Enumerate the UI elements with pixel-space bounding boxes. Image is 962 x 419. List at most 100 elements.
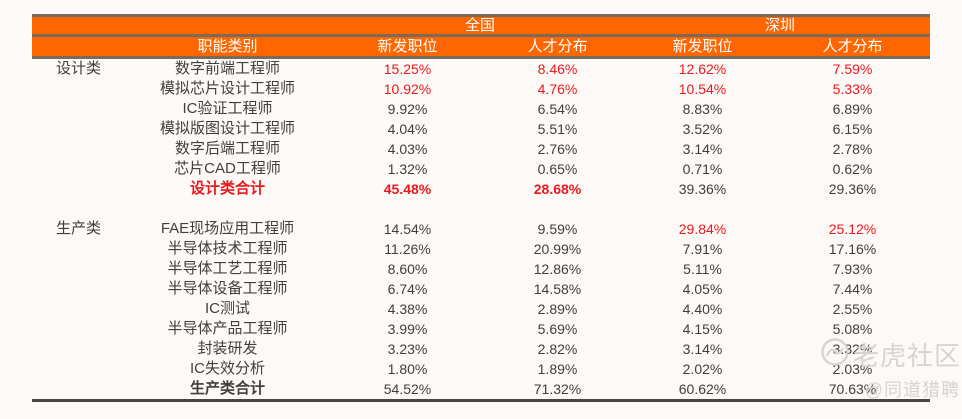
- value-cell: 12.86%: [533, 261, 582, 277]
- value-cell: 2.02%: [682, 361, 723, 377]
- value-cell: 28.68%: [533, 181, 582, 197]
- job-title: 设计类合计: [189, 180, 265, 197]
- value-cell: 9.59%: [537, 221, 578, 237]
- table-row: 半导体设备工程师 6.74% 14.58% 4.05% 7.44%: [32, 279, 930, 299]
- value-cell: 15.25%: [383, 61, 432, 77]
- table-row: 设计类合计 45.48% 28.68% 39.36% 29.36%: [32, 179, 930, 199]
- category-group-label: [32, 359, 125, 379]
- category-group-label: [32, 159, 125, 179]
- category-group-label: [32, 299, 125, 319]
- value-cell: 17.16%: [828, 241, 877, 257]
- category-group-label: [32, 279, 125, 299]
- table-row: 模拟版图设计工程师 4.04% 5.51% 3.52% 6.15%: [32, 119, 930, 139]
- table-row: 封装研发 3.23% 2.82% 3.14% 3.32%: [32, 339, 930, 359]
- value-cell: 2.03%: [832, 361, 873, 377]
- value-cell: 54.52%: [383, 381, 432, 397]
- watermark-brand-row: 老虎社区: [820, 336, 960, 373]
- value-cell: 5.11%: [683, 261, 722, 277]
- value-cell: 14.54%: [383, 221, 432, 237]
- category-group-label: [32, 139, 125, 159]
- value-cell: 7.44%: [832, 281, 873, 297]
- value-cell: 10.92%: [383, 81, 432, 97]
- table-row: IC测试 4.38% 2.89% 4.40% 2.55%: [32, 299, 930, 319]
- value-cell: 25.12%: [828, 221, 877, 237]
- value-cell: 20.99%: [533, 241, 582, 257]
- value-cell: 1.80%: [387, 361, 428, 377]
- value-cell: 0.65%: [537, 161, 578, 177]
- category-group-label: [32, 319, 125, 339]
- value-cell: 3.14%: [682, 341, 723, 357]
- value-cell: 1.32%: [387, 161, 428, 177]
- table-row: 模拟芯片设计工程师 10.92% 4.76% 10.54% 5.33%: [32, 79, 930, 99]
- value-cell: 71.32%: [533, 381, 582, 397]
- column-header-row: 职能类别 新发职位 人才分布 新发职位 人才分布: [32, 37, 930, 59]
- value-cell: 2.89%: [537, 301, 578, 317]
- value-cell: 1.89%: [537, 361, 578, 377]
- category-group-label: [32, 379, 125, 399]
- value-cell: 10.54%: [678, 81, 727, 97]
- table-row: 半导体产品工程师 3.99% 5.69% 4.15% 5.08%: [32, 319, 930, 339]
- value-cell: 6.15%: [832, 121, 873, 137]
- value-cell: 7.59%: [832, 61, 873, 77]
- category-group-label: [32, 259, 125, 279]
- region-header-row: 全国 深圳: [32, 14, 930, 37]
- value-cell: 8.60%: [387, 261, 428, 277]
- job-title: 半导体设备工程师: [167, 280, 288, 297]
- value-cell: 5.69%: [537, 321, 578, 337]
- value-cell: 60.62%: [678, 381, 727, 397]
- job-title: 芯片CAD工程师: [174, 160, 281, 177]
- category-group-label: [32, 179, 125, 199]
- value-cell: 29.84%: [678, 221, 727, 237]
- job-title: 模拟芯片设计工程师: [159, 80, 295, 97]
- value-cell: 2.78%: [832, 141, 873, 157]
- region-label-national: 全国: [464, 17, 495, 34]
- value-cell: 7.91%: [682, 241, 723, 257]
- value-cell: 2.82%: [537, 341, 578, 357]
- value-cell: 5.08%: [832, 321, 873, 337]
- value-cell: 4.38%: [387, 301, 428, 317]
- column-header-category: 职能类别: [197, 38, 258, 55]
- value-cell: 6.74%: [387, 281, 428, 297]
- region-label-shenzhen: 深圳: [764, 17, 795, 34]
- job-title: 封装研发: [197, 340, 258, 357]
- watermark-handle: @同道猎聘: [864, 380, 960, 400]
- value-cell: 3.99%: [387, 321, 428, 337]
- value-cell: 4.40%: [682, 301, 723, 317]
- category-group-label: 生产类: [55, 220, 101, 237]
- value-cell: 5.51%: [537, 121, 578, 137]
- table-row: 芯片CAD工程师 1.32% 0.65% 0.71% 0.62%: [32, 159, 930, 179]
- value-cell: 70.63%: [828, 381, 877, 397]
- job-title: FAE现场应用工程师: [160, 220, 295, 237]
- table-row: 半导体技术工程师 11.26% 20.99% 7.91% 17.16%: [32, 239, 930, 259]
- value-cell: 3.32%: [832, 341, 873, 357]
- category-group-label: [32, 119, 125, 139]
- value-cell: 11.26%: [384, 241, 431, 257]
- table-body: 设计类 数字前端工程师 15.25% 8.46% 12.62% 7.59% 模拟芯片设计工程…: [32, 59, 930, 402]
- value-cell: 14.58%: [533, 281, 582, 297]
- value-cell: 2.76%: [537, 141, 578, 157]
- job-distribution-table: 全国 深圳 职能类别 新发职位 人才分布 新发职位 人才分布 设计类 数字前端工程…: [32, 14, 930, 402]
- job-title: 数字后端工程师: [174, 140, 280, 157]
- table-row: 半导体工艺工程师 8.60% 12.86% 5.11% 7.93%: [32, 259, 930, 279]
- category-group-label: 设计类: [55, 60, 101, 77]
- value-cell: 7.93%: [832, 261, 873, 277]
- table-row: 生产类 FAE现场应用工程师 14.54% 9.59% 29.84% 25.12%: [32, 219, 930, 239]
- table-row: IC验证工程师 9.92% 6.54% 8.83% 6.89%: [32, 99, 930, 119]
- value-cell: 39.36%: [678, 181, 727, 197]
- value-cell: 29.36%: [828, 181, 877, 197]
- table-row: 生产类合计 54.52% 71.32% 60.62% 70.63%: [32, 379, 930, 399]
- job-title: 数字前端工程师: [174, 60, 280, 77]
- job-title: 半导体技术工程师: [167, 240, 288, 257]
- value-cell: 3.52%: [682, 121, 723, 137]
- category-group-label: [32, 99, 125, 119]
- value-cell: 0.71%: [682, 161, 723, 177]
- table-row: 设计类 数字前端工程师 15.25% 8.46% 12.62% 7.59%: [32, 59, 930, 79]
- value-cell: 2.55%: [832, 301, 873, 317]
- value-cell: 3.23%: [387, 341, 428, 357]
- watermark: 老虎社区 @同道猎聘: [820, 336, 960, 402]
- column-header-talent-shenzhen: 人才分布: [822, 38, 883, 55]
- value-cell: 9.92%: [387, 101, 428, 117]
- job-title: 半导体工艺工程师: [167, 260, 288, 277]
- value-cell: 0.62%: [832, 161, 873, 177]
- column-header-new-jobs-national: 新发职位: [377, 38, 438, 55]
